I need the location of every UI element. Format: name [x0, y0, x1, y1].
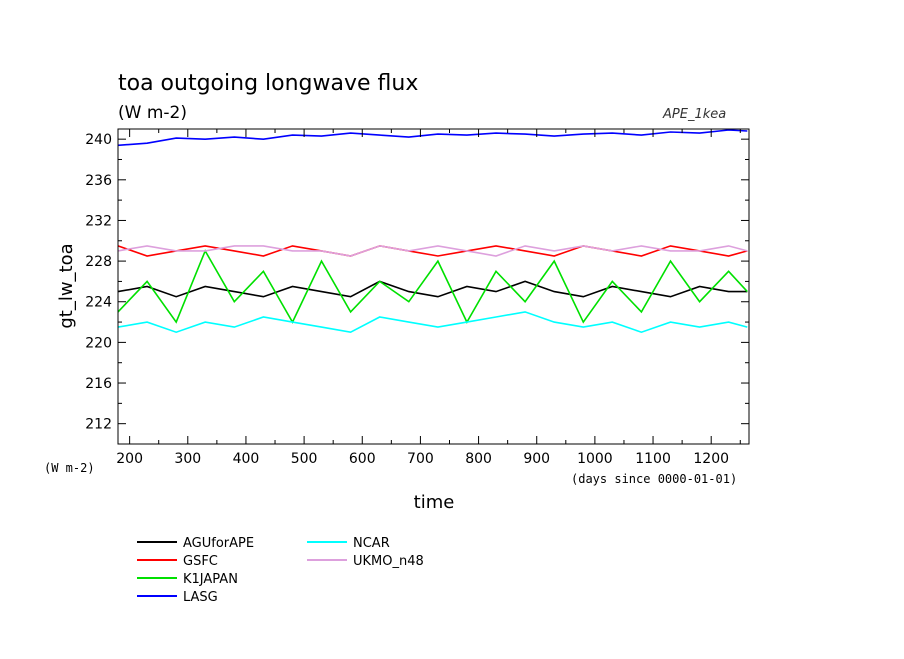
- y-tick-label: 224: [85, 295, 112, 311]
- y-tick-label: 220: [85, 335, 112, 351]
- x-tick-label: 600: [349, 451, 376, 467]
- legend-label-ukmo-n48: UKMO_n48: [353, 554, 424, 569]
- y-axis: 212 216 220 224 228 232 236 240: [85, 132, 749, 445]
- series-line-k1japan: [117, 249, 748, 324]
- x-tick-label: 1200: [693, 451, 729, 467]
- legend-label-k1japan: K1JAPAN: [183, 572, 238, 587]
- y-tick-label: 216: [85, 376, 112, 392]
- x-tick-label: 300: [174, 451, 201, 467]
- chart-title: toa outgoing longwave flux: [118, 71, 418, 96]
- x-tick-label: 900: [523, 451, 550, 467]
- y-axis-title: gt_lw_toa: [56, 243, 77, 328]
- y-units-label: (W m-2): [44, 461, 95, 475]
- watermark-text: APE_1kea: [662, 107, 726, 122]
- plot-area: [117, 129, 748, 334]
- x-tick-label: 1100: [635, 451, 671, 467]
- series-line-gsfc: [117, 245, 748, 257]
- legend: AGUforAPE GSFC K1JAPAN LASG NCAR UKMO_n48: [137, 536, 424, 605]
- series-line-lasg: [117, 129, 748, 147]
- series-line-ncar: [117, 311, 748, 334]
- x-tick-label: 400: [233, 451, 260, 467]
- y-tick-label: 212: [85, 417, 112, 433]
- x-axis: 200 300 400 500 600 700 800 900 1000 1100 1200: [116, 129, 741, 467]
- y-tick-label: 240: [85, 132, 112, 148]
- x-units-label: (days since 0000-01-01): [571, 472, 737, 486]
- y-tick-label: 228: [85, 254, 112, 270]
- plot-frame: [117, 128, 750, 445]
- x-axis-title: time: [414, 492, 455, 513]
- x-tick-label: 200: [116, 451, 143, 467]
- legend-label-ncar: NCAR: [353, 536, 390, 551]
- legend-label-lasg: LASG: [183, 590, 218, 605]
- x-tick-label: 800: [465, 451, 492, 467]
- x-tick-label: 1000: [577, 451, 613, 467]
- legend-label-aguforape: AGUforAPE: [183, 536, 254, 551]
- x-tick-label: 500: [291, 451, 318, 467]
- chart-subtitle: (W m-2): [118, 103, 187, 123]
- y-tick-label: 236: [85, 173, 112, 189]
- series-line-aguforape: [117, 280, 748, 298]
- series-line-ukmo-n48: [117, 245, 748, 257]
- legend-label-gsfc: GSFC: [183, 554, 218, 569]
- y-tick-label: 232: [85, 213, 112, 229]
- x-tick-label: 700: [407, 451, 434, 467]
